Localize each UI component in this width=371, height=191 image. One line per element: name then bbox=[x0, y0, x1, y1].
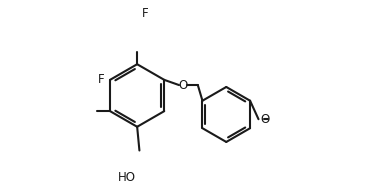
Text: HO: HO bbox=[118, 172, 136, 185]
Text: F: F bbox=[98, 73, 104, 86]
Text: F: F bbox=[141, 6, 148, 19]
Text: O: O bbox=[260, 113, 270, 126]
Text: O: O bbox=[178, 79, 188, 91]
